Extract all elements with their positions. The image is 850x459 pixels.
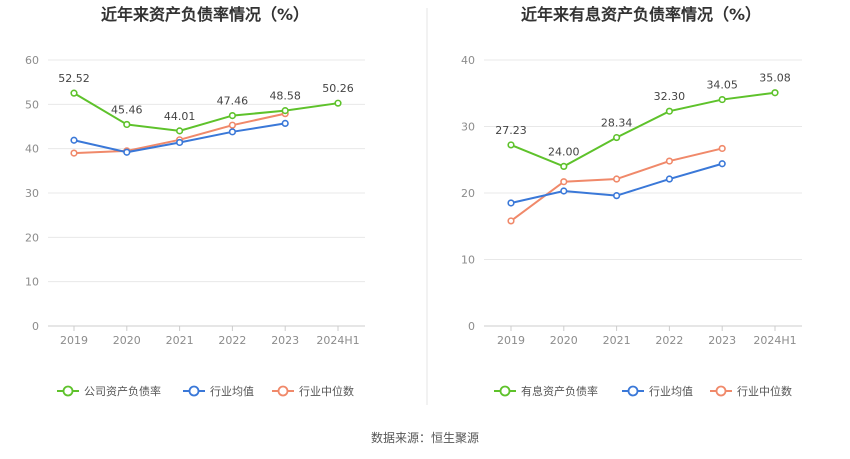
- y-tick-label: 20: [25, 231, 39, 244]
- data-label: 32.30: [654, 90, 686, 103]
- legend-marker: [62, 385, 74, 397]
- debt-ratio-chart: 近年来资产负债率情况（%） 0 10 20 30 40 50 60 2019 2020 2021 20…: [25, 5, 365, 398]
- y-tick-label: 30: [25, 187, 39, 200]
- company-point: [665, 107, 674, 115]
- data-label: 45.46: [111, 103, 143, 116]
- legend-item-industry-avg: 行业均值: [183, 385, 254, 398]
- industry-median-point: [665, 157, 674, 165]
- legend-marker: [188, 385, 200, 397]
- industry-avg-point: [612, 192, 621, 200]
- y-tick-label: 60: [25, 54, 39, 67]
- industry-avg-point: [560, 187, 568, 195]
- company-point: [771, 89, 779, 97]
- interest-bearing-debt-ratio-chart: 近年来有息资产负债率情况（%） 0 10 20 30 40 2019 2020 2021 2022…: [461, 5, 802, 398]
- x-tick-label: 2021: [166, 334, 194, 347]
- data-label: 52.52: [58, 72, 90, 85]
- legend-label: 公司资产负债率: [84, 384, 161, 398]
- y-tick-label: 40: [25, 143, 39, 156]
- industry-avg-point: [718, 160, 726, 168]
- legend-marker: [277, 385, 289, 397]
- industry-avg-point: [176, 138, 184, 147]
- industry-avg-point: [70, 136, 78, 144]
- legend-label: 行业中位数: [299, 384, 354, 398]
- legend-item-company: 有息资产负债率: [494, 384, 598, 398]
- company-point: [123, 120, 131, 129]
- legend-item-industry-avg: 行业均值: [622, 385, 693, 398]
- legend-marker: [715, 385, 727, 397]
- industry-median-point: [612, 175, 621, 183]
- industry-median-point: [228, 121, 236, 129]
- y-tick-label: 50: [25, 98, 39, 111]
- industry-median-point: [70, 149, 78, 157]
- y-tick-label: 30: [461, 121, 475, 134]
- data-label: 34.05: [706, 79, 738, 92]
- x-tick-label: 2020: [550, 334, 578, 347]
- x-tick-label: 2019: [60, 334, 88, 347]
- company-point: [176, 127, 184, 135]
- company-line: [73, 92, 339, 132]
- x-tick-label: 2020: [113, 334, 141, 347]
- company-point: [334, 99, 342, 107]
- y-tick-label: 0: [32, 320, 39, 333]
- chart-title: 近年来有息资产负债率情况（%）: [521, 5, 761, 24]
- legend-marker: [627, 385, 639, 397]
- industry-median-point: [718, 144, 726, 153]
- company-point: [70, 89, 78, 97]
- data-label: 24.00: [548, 145, 580, 158]
- x-tick-label: 2022: [655, 334, 683, 347]
- industry-avg-point: [281, 119, 289, 127]
- y-tick-label: 40: [461, 54, 475, 67]
- industry-median-point: [560, 178, 568, 186]
- legend-label: 行业中位数: [737, 384, 792, 398]
- industry-avg-point: [507, 199, 515, 207]
- data-label: 44.01: [164, 110, 196, 123]
- y-tick-label: 10: [461, 254, 475, 267]
- industry-median-point: [507, 217, 515, 225]
- data-label: 48.58: [269, 90, 301, 103]
- y-tick-label: 20: [461, 187, 475, 200]
- industry-avg-point: [228, 128, 236, 136]
- y-tick-label: 0: [468, 320, 475, 333]
- x-tick-label: 2024H1: [753, 334, 796, 347]
- data-label: 35.08: [759, 72, 791, 85]
- x-tick-label: 2022: [218, 334, 246, 347]
- company-point: [281, 107, 289, 115]
- x-tick-label: 2021: [603, 334, 631, 347]
- company-line: [510, 91, 776, 168]
- legend-label: 行业均值: [649, 385, 693, 398]
- legend-label: 有息资产负债率: [521, 384, 598, 398]
- company-point: [228, 111, 236, 120]
- company-point: [718, 95, 726, 104]
- legend-item-industry-median: 行业中位数: [272, 384, 354, 398]
- company-point: [560, 162, 568, 170]
- industry-avg-point: [123, 148, 131, 156]
- company-point: [507, 141, 515, 149]
- legend-item-company: 公司资产负债率: [57, 384, 161, 398]
- data-label: 50.26: [322, 82, 354, 95]
- legend-label: 行业均值: [210, 385, 254, 398]
- legend-marker: [499, 385, 511, 397]
- x-tick-label: 2023: [708, 334, 736, 347]
- legend-item-industry-median: 行业中位数: [710, 384, 792, 398]
- company-point: [612, 133, 621, 142]
- y-tick-label: 10: [25, 276, 39, 289]
- x-tick-label: 2019: [497, 334, 525, 347]
- data-label: 28.34: [601, 117, 633, 130]
- data-label: 47.46: [217, 95, 249, 108]
- industry-avg-point: [665, 175, 674, 183]
- source-note: 数据来源：恒生聚源: [371, 430, 479, 445]
- x-tick-label: 2023: [271, 334, 299, 347]
- industry-median-line: [510, 147, 723, 222]
- data-label: 27.23: [495, 124, 527, 137]
- chart-title: 近年来资产负债率情况（%）: [101, 5, 309, 24]
- x-tick-label: 2024H1: [316, 334, 359, 347]
